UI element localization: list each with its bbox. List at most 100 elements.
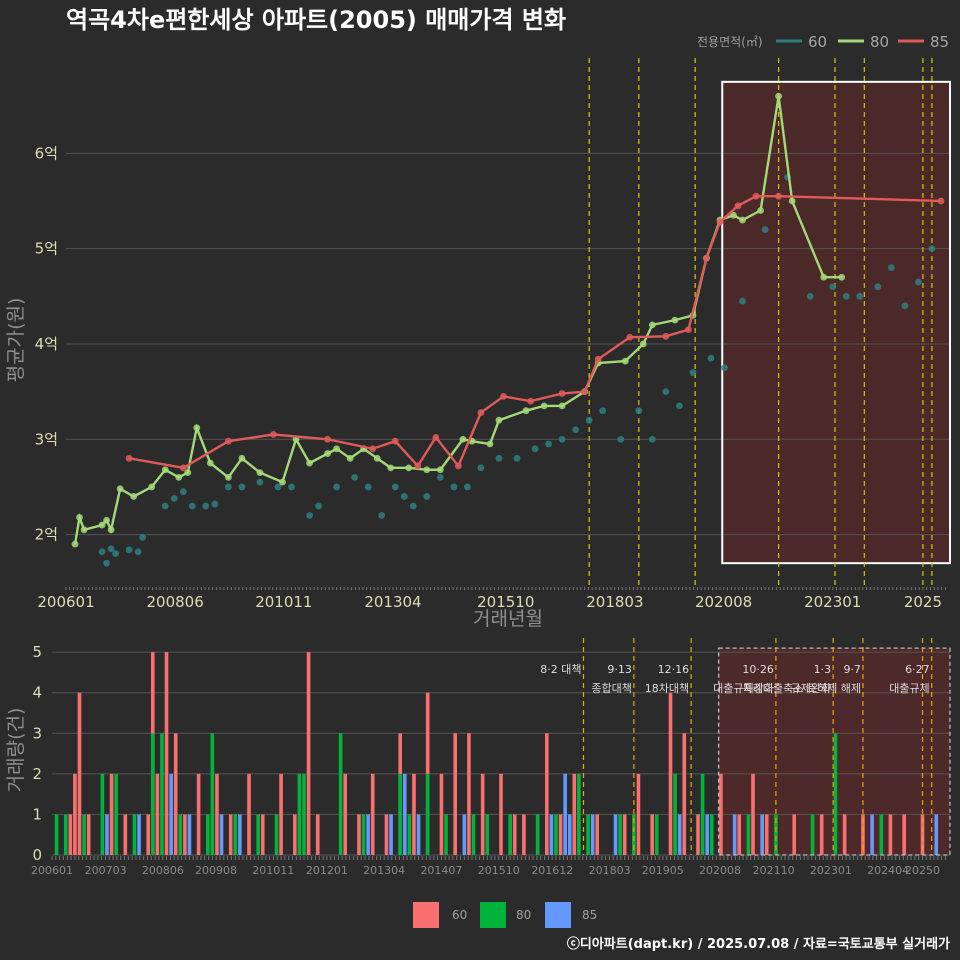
price-point-85 [703,254,710,262]
volume-bar-60 [842,814,847,855]
price-point-60 [409,502,417,510]
event-annotation-date: 10·26 [742,663,774,676]
price-point-85 [716,218,724,226]
volume-bar-60 [696,814,700,855]
volume-bar-85 [613,814,618,855]
volume-bar-60 [512,814,517,855]
volume-bar-80 [879,814,884,855]
volume-y-tick-label: 2 [32,765,42,783]
bottom-legend: 60 80 85 [413,902,597,928]
volume-bar-80 [618,814,622,855]
price-x-tick-label: 202008 [695,593,752,611]
volume-bar-80 [256,814,260,855]
price-point-60 [617,435,625,443]
volume-plot: 0 1 2 3 4 5 8·2 대책 9·13 종합대책 12·16 18차대책 10·26 대출규제강… [31,638,951,877]
price-point-80 [423,466,431,474]
price-point-85 [224,437,232,445]
volume-bar-80 [54,814,59,855]
price-point-60 [842,292,850,300]
volume-x-tick-label: 202301 [810,864,852,877]
legend-swatch-85 [545,902,571,928]
event-annotation-label: 특례대출축소 토허제 해제 [743,681,861,695]
volume-bar-60 [315,814,320,855]
bar-legend-label-80: 80 [516,908,531,922]
volume-bar-85 [705,814,709,855]
volume-bar-60 [480,773,485,855]
price-point-80 [148,483,156,491]
price-point-60 [351,473,359,481]
volume-bar-80 [82,814,86,855]
volume-x-tick-label: 200601 [31,864,73,877]
volume-bar-80 [709,814,714,855]
volume-bar-60 [196,773,201,855]
volume-bar-60 [751,773,755,855]
volume-bar-85 [677,814,682,855]
footer-credit: ⓒ디아파트(dapt.kr) / 2025.07.08 / 자료=국토교통부 실… [567,936,950,952]
price-y-tick-label: 2억 [35,526,58,544]
volume-bar-60 [183,814,187,855]
price-point-60 [761,226,769,233]
volume-bar-85 [590,814,595,855]
volume-bar-80 [407,814,412,855]
volume-y-tick-label: 1 [32,805,42,823]
volume-y-tick-label: 4 [32,684,42,702]
volume-bar-60 [636,773,641,855]
price-point-60 [179,488,187,496]
volume-bar-80 [485,814,490,855]
price-point-60 [739,297,746,305]
price-point-85 [125,454,133,462]
price-point-60 [477,464,485,472]
volume-bar-60 [888,814,893,855]
volume-bar-85 [389,814,393,855]
price-point-80 [486,440,494,448]
price-x-tick-label: 200806 [147,593,204,611]
price-point-80 [838,273,846,281]
price-point-60 [423,493,431,500]
volume-bar-80 [746,814,751,855]
volume-x-tick-label: 201304 [363,864,405,877]
price-point-60 [648,435,656,443]
price-point-80 [193,424,201,432]
price-plot: 2억 3억 4억 5억 6억 200601 200806 201011 201304 201510… [35,58,951,611]
volume-bar-85 [462,814,467,855]
price-y-tick-label: 3억 [35,430,58,448]
price-point-60 [887,264,895,272]
volume-bar-60 [920,814,925,855]
price-point-80 [324,450,331,457]
price-point-60 [224,483,232,491]
event-annotation-date: 12·16 [658,663,690,676]
price-point-85 [500,392,507,400]
volume-bar-60 [595,814,600,855]
chart-title: 역곡4차e편한세상 아파트(2005) 매매가격 변화 [66,6,566,34]
price-point-80 [820,273,828,281]
volume-x-tick-label: 200806 [142,864,184,877]
price-point-80 [671,316,679,324]
volume-bar-85 [732,814,737,855]
price-point-60 [450,483,458,491]
volume-bar-85 [563,773,567,855]
volume-bar-60 [86,814,91,855]
price-point-80 [739,216,746,224]
volume-bar-80 [297,773,302,855]
price-point-60 [139,534,147,541]
price-point-85 [626,333,634,341]
price-point-80 [184,469,192,477]
volume-y-axis-label: 거래량(건) [5,708,27,793]
price-point-60 [170,494,178,502]
price-x-tick-label: 200601 [37,593,94,611]
volume-bar-60 [164,652,169,855]
price-point-80 [116,485,124,493]
price-point-80 [436,466,444,474]
volume-bar-85 [238,814,242,855]
volume-bar-80 [535,814,540,855]
event-annotation-date: 1·3 [814,663,832,676]
legend-swatch-80 [480,902,506,928]
price-point-60 [721,364,728,372]
volume-x-tick-label: 202404 [867,864,909,877]
volume-bar-60 [370,773,375,855]
volume-bar-60 [247,773,251,855]
price-point-85 [324,435,331,443]
volume-bar-80 [178,814,183,855]
price-point-60 [274,483,282,491]
